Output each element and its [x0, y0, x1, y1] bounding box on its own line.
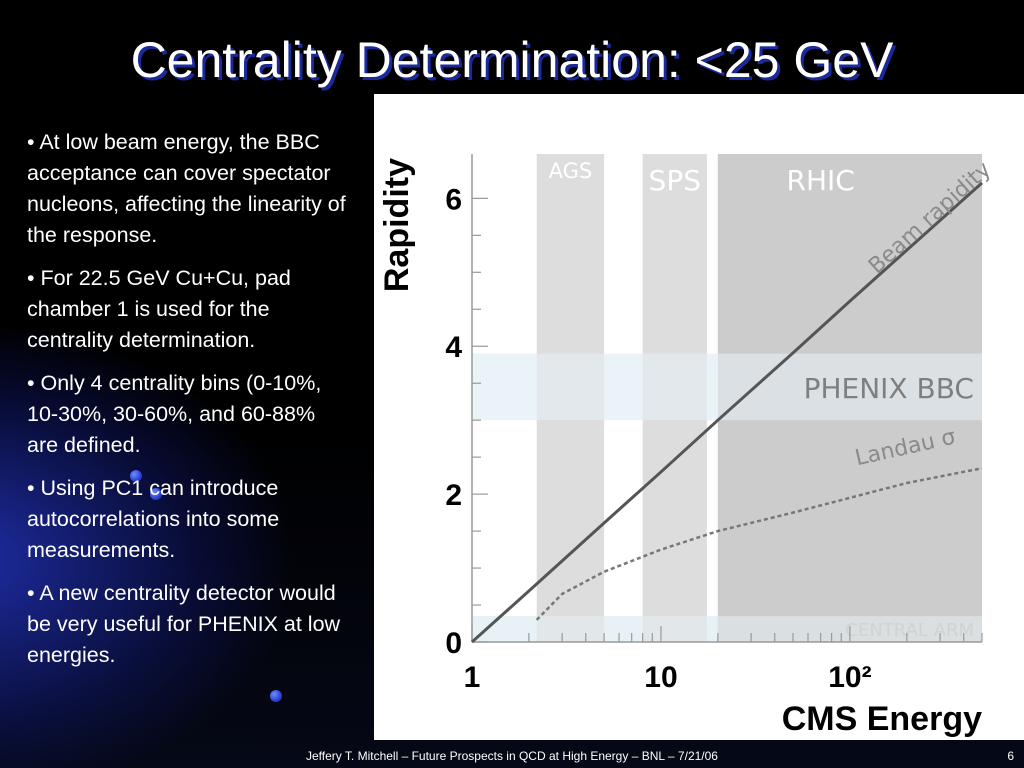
energy-band-label: SPS — [649, 164, 701, 197]
x-tick-label: 10 — [644, 661, 677, 694]
footer-text: Jeffery T. Mitchell – Future Prospects i… — [306, 749, 718, 763]
rapidity-band-overlay-0 — [472, 353, 982, 421]
rapidity-band-label: PHENIX BBC — [804, 372, 974, 405]
x-axis-label: CMS Energy — [782, 700, 982, 738]
energy-band-label: RHIC — [786, 164, 854, 197]
bullet-item: • Using PC1 can introduce autocorrelatio… — [27, 476, 280, 562]
x-tick-label: 10² — [828, 661, 871, 694]
bullet-item: • For 22.5 GeV Cu+Cu, pad chamber 1 is u… — [27, 266, 291, 352]
page-number: 6 — [1007, 749, 1014, 763]
decor-dot — [130, 470, 142, 482]
bullet-item: • A new centrality detector would be ver… — [27, 581, 341, 667]
decor-dot — [270, 690, 282, 702]
bullet-item: • Only 4 centrality bins (0-10%, 10-30%,… — [27, 371, 322, 457]
y-tick-label: 6 — [445, 183, 462, 216]
bullet-item: • At low beam energy, the BBC acceptance… — [27, 130, 346, 247]
energy-band-label: AGS — [549, 159, 593, 183]
rapidity-band-overlay-1 — [472, 616, 982, 642]
footer: Jeffery T. Mitchell – Future Prospects i… — [0, 749, 1024, 765]
rapidity-chart: AGS SPS RHIC PHENIX BBC CENTRAL ARM 0 2 4 6 1 10 10… — [378, 154, 996, 738]
y-tick-label: 2 — [445, 479, 462, 512]
series-line-0 — [470, 181, 984, 644]
chart-panel: AGS SPS RHIC PHENIX BBC CENTRAL ARM 0 2 4 6 1 10 10… — [374, 94, 1024, 740]
x-tick-label: 1 — [464, 661, 481, 694]
y-axis-label: Rapidity — [378, 158, 416, 292]
y-tick-label: 0 — [445, 627, 462, 660]
bullet-list: • At low beam energy, the BBC acceptance… — [27, 127, 347, 683]
rapidity-band-label: CENTRAL ARM — [845, 620, 974, 641]
slide-title: Centrality Determination: <25 GeV — [130, 32, 894, 88]
y-tick-label: 4 — [445, 331, 462, 364]
series-line-1 — [535, 467, 983, 621]
decor-dot — [150, 488, 162, 500]
